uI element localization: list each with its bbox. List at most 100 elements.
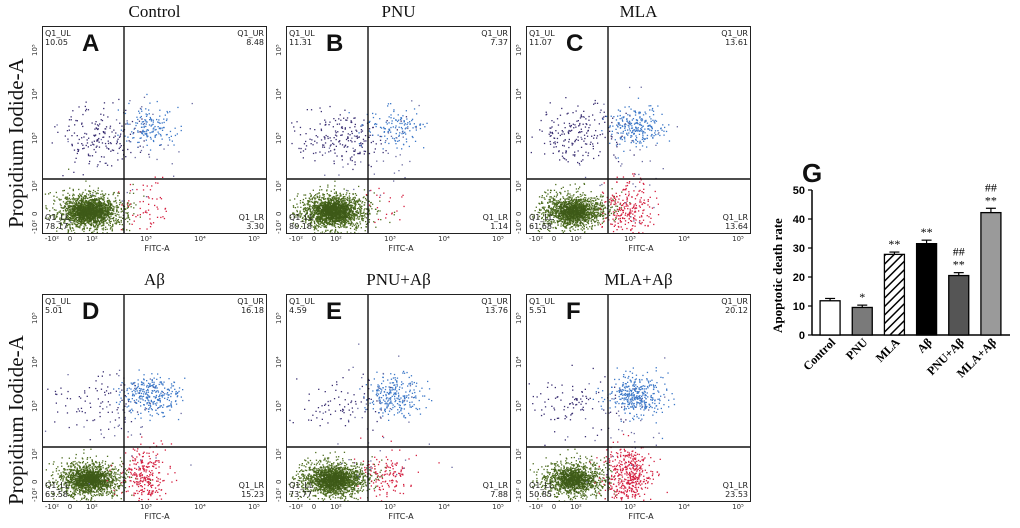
quadrant-value: 1.14 [490, 222, 508, 231]
y-axis-label-bottom: Propidium Iodide-A [4, 335, 28, 505]
quadrant-label: Q1_LR [238, 213, 264, 222]
y-tick-label: 10⁴ [31, 88, 39, 100]
quadrant-stat-ur: Q1_UR 8.48 [237, 29, 264, 47]
x-tick-label: 10³ [140, 235, 152, 243]
quadrant-label: Q1_UR [237, 29, 264, 38]
y-tick-label: 10² [275, 448, 283, 460]
x-tick-label: 10⁴ [438, 503, 450, 511]
panel-title: Aβ [144, 270, 165, 289]
y-tick-label: 10⁴ [515, 356, 523, 368]
quadrant-value: 50.85 [529, 490, 552, 499]
scatter-plot: Q1_UL 11.07 Q1_UR 13.61 Q1_LL 61.68 Q1_LR 13.64 [526, 26, 751, 234]
x-category-label: Control [800, 335, 838, 373]
x-tick-label: 10² [570, 503, 582, 511]
quadrant-value: 5.01 [45, 306, 63, 315]
quadrant-label: Q1_UL [529, 297, 555, 306]
panel-title: PNU+Aβ [366, 270, 431, 289]
bar-3 [915, 243, 938, 336]
x-tick-label: 10⁴ [194, 235, 206, 243]
y-tick-label: 10⁵ [515, 312, 523, 324]
panel-letter: A [82, 30, 100, 57]
x-tick-label: -10² [528, 235, 544, 243]
quadrant-value: 13.76 [485, 306, 508, 315]
scatter-points [287, 27, 510, 233]
quadrant-stat-ul: Q1_UL 4.59 [289, 297, 315, 315]
significance-mark: ** [985, 193, 997, 207]
y-tick-label: 10³ [31, 132, 39, 144]
scatter-points [43, 27, 266, 233]
y-tick-label: 10³ [515, 400, 523, 412]
x-tick-label: 0 [551, 503, 557, 511]
quadrant-label: Q1_LL [529, 481, 554, 490]
quadrant-stat-lr: Q1_LR 13.64 [723, 213, 748, 231]
panel-letter: B [326, 30, 344, 57]
y-tick-label: 10⁵ [275, 312, 283, 324]
x-tick-label: 10⁴ [678, 503, 690, 511]
x-axis-label: FITC-A [388, 244, 414, 253]
quadrant-label: Q1_LR [722, 213, 748, 222]
scatter-plot: Q1_UL 4.59 Q1_UR 13.76 Q1_LL 73.77 Q1_LR 7.88 [286, 294, 511, 502]
y-tick-label: 10⁴ [275, 88, 283, 100]
y-tick-label: 10² [515, 448, 523, 460]
quadrant-label: Q1_LR [482, 213, 508, 222]
panel-letter: D [82, 298, 100, 325]
x-axis-label: FITC-A [144, 244, 170, 253]
x-tick-label: 10⁵ [732, 503, 744, 511]
y-tick-label: 10² [515, 180, 523, 192]
panel-title: PNU [381, 2, 416, 21]
quadrant-label: Q1_UR [481, 297, 508, 306]
x-tick-label: 10⁴ [194, 503, 206, 511]
bar-0 [819, 300, 841, 336]
panel-letter: C [566, 30, 584, 57]
scatter-points [527, 27, 750, 233]
x-axis-label: FITC-A [144, 512, 170, 521]
x-tick-label: -10² [288, 235, 304, 243]
quadrant-stat-lr: Q1_LR 7.88 [483, 481, 508, 499]
quadrant-value: 11.07 [529, 38, 552, 47]
quadrant-value: 15.23 [241, 490, 264, 499]
y-tick-label: 10⁴ [275, 356, 283, 368]
x-tick-label: 10³ [384, 503, 396, 511]
y-tick-label: 10⁵ [515, 44, 523, 56]
quadrant-stat-ur: Q1_UR 16.18 [237, 297, 264, 315]
quadrant-value: 80.18 [289, 222, 312, 231]
x-tick-label: 10⁴ [438, 235, 450, 243]
scatter-plot: Q1_UL 5.51 Q1_UR 20.12 Q1_LL 50.85 Q1_LR 23.53 [526, 294, 751, 502]
y-tick-label: 50 [793, 185, 805, 197]
quadrant-value: 10.05 [45, 38, 68, 47]
quadrant-label: Q1_UL [289, 297, 315, 306]
y-tick-label: 10³ [31, 400, 39, 412]
x-tick-label: 0 [67, 503, 73, 511]
x-tick-label: 10² [330, 503, 342, 511]
y-tick-label: 10³ [275, 400, 283, 412]
y-tick-label: 0 [275, 211, 283, 216]
x-tick-label: 10³ [624, 503, 636, 511]
quadrant-stat-ul: Q1_UL 10.05 [45, 29, 71, 47]
quadrant-value: 7.37 [490, 38, 508, 47]
x-tick-label: -10² [288, 503, 304, 511]
y-tick-label: -10² [31, 219, 39, 234]
x-tick-label: 10³ [384, 235, 396, 243]
quadrant-label: Q1_LL [289, 481, 314, 490]
y-tick-label: 0 [799, 330, 805, 342]
quadrant-value: 20.12 [725, 306, 748, 315]
x-tick-label: 10⁵ [248, 503, 260, 511]
y-tick-label: 0 [275, 479, 283, 484]
quadrant-value: 5.51 [529, 306, 547, 315]
y-tick-label: -10² [275, 219, 283, 234]
quadrant-label: Q1_UL [529, 29, 555, 38]
scatter-points [527, 295, 750, 501]
panel-title: MLA [619, 2, 658, 21]
x-axis-label: FITC-A [628, 512, 654, 521]
y-tick-label: 30 [793, 243, 805, 255]
y-tick-label: 10² [31, 180, 39, 192]
significance-mark: ** [921, 225, 933, 239]
quadrant-label: Q1_LR [238, 481, 264, 490]
quadrant-label: Q1_UL [45, 29, 71, 38]
x-category-label: Aβ [914, 335, 935, 356]
y-tick-label: 10² [275, 180, 283, 192]
quadrant-stat-ll: Q1_LL 63.58 [45, 481, 69, 499]
x-tick-label: 10⁵ [732, 235, 744, 243]
quadrant-stat-lr: Q1_LR 15.23 [239, 481, 264, 499]
x-tick-label: 10⁵ [492, 503, 504, 511]
